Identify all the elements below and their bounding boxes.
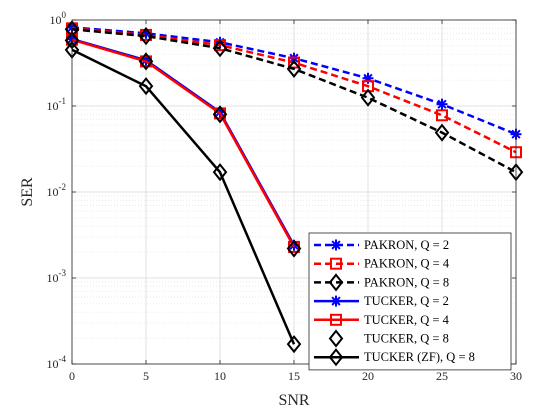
legend-label: TUCKER, Q = 8 [364, 332, 449, 346]
legend-item: TUCKER (ZF), Q = 8 [314, 348, 475, 367]
y-tick-label: 100 [50, 10, 67, 27]
data-point [286, 239, 302, 258]
legend-label: PAKRON, Q = 8 [364, 275, 449, 289]
legend-item: PAKRON, Q = 4 [314, 257, 450, 271]
data-point [436, 109, 448, 122]
y-tick-label: 10-3 [47, 268, 67, 285]
data-point [138, 26, 154, 46]
data-point [286, 59, 302, 79]
x-tick-label: 5 [143, 369, 149, 383]
y-tick-label: 10-2 [47, 182, 67, 199]
x-tick-label: 10 [214, 369, 226, 383]
legend-marker [328, 348, 344, 367]
legend-label: TUCKER, Q = 4 [364, 313, 450, 327]
legend-marker [328, 273, 344, 292]
data-point [212, 163, 228, 182]
data-point [212, 105, 228, 124]
legend-item: PAKRON, Q = 2 [314, 238, 449, 252]
series-7 [64, 40, 302, 354]
legend-marker [330, 239, 342, 251]
data-point [212, 39, 228, 58]
y-tick-label: 10-4 [47, 354, 67, 371]
x-tick-label: 20 [362, 369, 374, 383]
y-tick-label: 10-1 [47, 96, 67, 113]
legend-label: PAKRON, Q = 4 [364, 257, 450, 271]
legend-item: TUCKER, Q = 2 [314, 294, 449, 308]
series-layer [64, 20, 524, 354]
data-point [286, 335, 302, 354]
series-3 [64, 20, 524, 182]
x-tick-label: 30 [510, 369, 522, 383]
legend-marker [330, 257, 342, 270]
series-line [71, 38, 296, 248]
legend-label: TUCKER (ZF), Q = 8 [364, 350, 475, 364]
legend-label: PAKRON, Q = 2 [364, 238, 449, 252]
x-tick-label: 0 [69, 369, 75, 383]
x-tick-label: 25 [436, 369, 448, 383]
legend-marker [330, 295, 342, 307]
x-tick-label: 15 [288, 369, 300, 383]
legend-marker [328, 329, 344, 348]
y-axis-title: SER [19, 177, 36, 207]
series-line [71, 28, 517, 174]
data-point [138, 52, 154, 71]
legend-label: TUCKER, Q = 2 [364, 294, 449, 308]
legend-item: PAKRON, Q = 8 [314, 273, 449, 292]
legend-item: TUCKER, Q = 8 [328, 329, 449, 348]
x-axis-title: SNR [278, 392, 309, 409]
data-point [360, 88, 376, 107]
data-point [288, 56, 300, 69]
legend: PAKRON, Q = 2 PAKRON, Q = 4 PAKRON, Q = 8 T… [308, 232, 512, 371]
ticks: 0 5 10 15 20 25 30 10-4 10-3 10-2 10-1 100 [47, 10, 523, 383]
data-point [138, 77, 154, 96]
legend-item: TUCKER, Q = 4 [314, 313, 450, 327]
data-point [436, 98, 448, 110]
data-point [434, 123, 450, 142]
legend-marker [330, 313, 342, 326]
series-line [71, 48, 296, 345]
